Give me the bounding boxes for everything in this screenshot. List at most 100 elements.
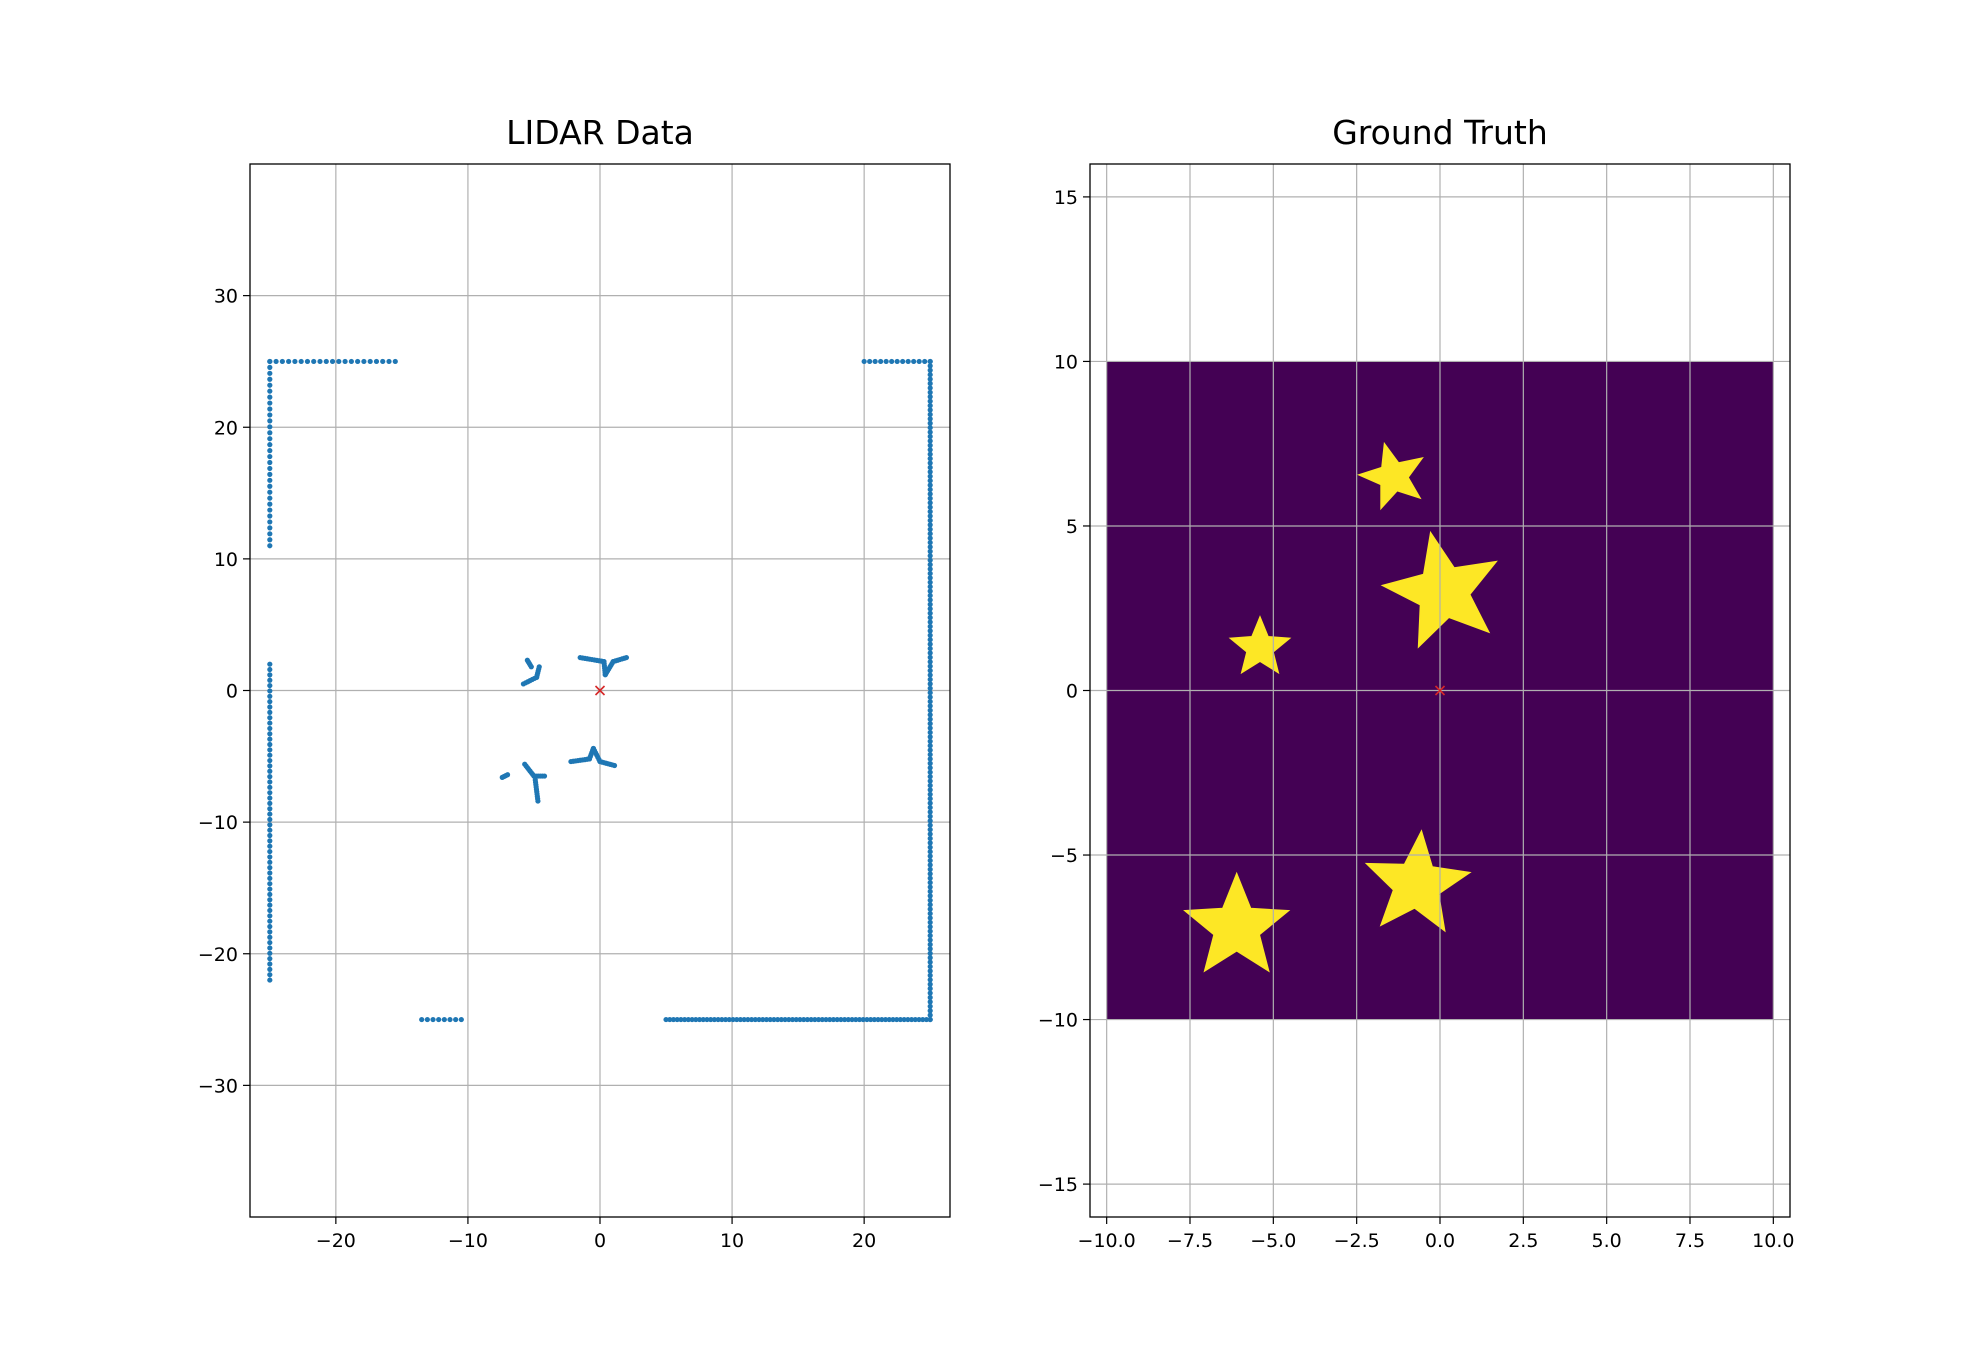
lidar-point <box>819 1016 825 1023</box>
lidar-point <box>708 1016 714 1023</box>
lidar-point <box>267 672 273 678</box>
lidar-point <box>927 606 933 612</box>
lidar-point <box>927 509 933 515</box>
lidar-point <box>267 950 273 956</box>
lidar-point <box>927 871 933 877</box>
y-tick-label: −15 <box>1038 1174 1078 1196</box>
lidar-point <box>267 827 273 833</box>
lidar-point <box>267 736 273 742</box>
lidar-point <box>267 448 273 454</box>
lidar-point <box>927 884 933 890</box>
lidar-point <box>927 619 933 625</box>
lidar-point <box>927 420 933 426</box>
lidar-point <box>927 751 933 758</box>
lidar-point <box>927 358 933 365</box>
lidar-point <box>267 388 273 394</box>
lidar-point <box>373 358 380 365</box>
lidar-point <box>927 522 933 528</box>
y-tick-label: −10 <box>1038 1010 1078 1032</box>
lidar-point <box>927 796 933 802</box>
lidar-point <box>267 412 273 418</box>
lidar-point <box>927 676 933 683</box>
lidar-point <box>267 881 273 887</box>
lidar-point <box>927 601 933 607</box>
lidar-point <box>927 610 933 616</box>
lidar-point <box>864 1016 870 1023</box>
lidar-point <box>845 1016 851 1023</box>
lidar-point <box>927 955 933 961</box>
lidar-point <box>927 363 933 369</box>
lidar-point <box>670 1016 677 1023</box>
lidar-point <box>267 731 273 737</box>
star-obstacle <box>1183 871 1291 973</box>
lidar-point <box>927 950 933 956</box>
lidar-point <box>392 358 398 365</box>
chart-title: LIDAR Data <box>506 113 694 152</box>
lidar-point <box>458 1016 464 1023</box>
lidar-point <box>927 941 933 948</box>
axis-ticks: −20 −10 0 10 20 −30 −20 −10 0 10 20 30 <box>198 286 876 1252</box>
lidar-point <box>912 1016 918 1023</box>
origin-marker <box>1434 685 1446 696</box>
lidar-point <box>927 866 933 872</box>
lidar-point <box>927 562 933 568</box>
lidar-point <box>267 382 273 388</box>
lidar-point <box>927 557 933 563</box>
lidar-point <box>927 460 933 466</box>
lidar-point <box>927 566 933 572</box>
lidar-point <box>927 1012 933 1018</box>
lidar-point <box>927 703 933 709</box>
lidar-point <box>927 818 933 824</box>
lidar-point <box>927 712 933 718</box>
lidar-point <box>922 358 928 365</box>
lidar-point <box>267 741 273 748</box>
x-tick-label: −10 <box>448 1230 488 1252</box>
y-tick-label: 0 <box>1066 681 1078 703</box>
lidar-point <box>927 968 933 974</box>
y-tick-label: −20 <box>198 944 238 966</box>
lidar-point <box>715 1016 721 1023</box>
lidar-point <box>927 579 933 585</box>
lidar-point <box>267 859 273 865</box>
lidar-point <box>927 721 933 727</box>
lidar-point <box>430 1016 436 1023</box>
lidar-point <box>267 865 273 871</box>
lidar-point <box>823 1016 829 1023</box>
x-tick-label: 2.5 <box>1508 1230 1538 1252</box>
lidar-point <box>927 875 933 881</box>
lidar-point <box>267 774 273 780</box>
lidar-point <box>267 832 273 839</box>
lidar-point <box>927 774 933 780</box>
lidar-point <box>927 924 933 930</box>
lidar-point <box>267 886 273 892</box>
lidar-point <box>927 990 933 996</box>
axis-ticks: −10.0 −7.5 −5.0 −2.5 0.0 2.5 5.0 7.5 10.0 −15 −10 −… <box>1038 187 1795 1252</box>
lidar-point <box>927 659 933 665</box>
lidar-point <box>767 1016 773 1023</box>
lidar-point <box>871 1016 877 1023</box>
origin-marker <box>594 685 606 696</box>
y-tick-label: 15 <box>1054 187 1078 209</box>
lidar-point <box>867 358 873 365</box>
x-tick-label: 5.0 <box>1592 1230 1622 1252</box>
lidar-point <box>927 517 933 524</box>
lidar-point <box>267 939 273 946</box>
lidar-point <box>927 769 933 775</box>
lidar-point <box>286 358 292 365</box>
axes-frame <box>249 163 951 1218</box>
lidar-point <box>927 857 933 864</box>
y-tick-label: 0 <box>226 681 238 703</box>
lidar-point <box>267 961 273 967</box>
lidar-point <box>927 650 933 656</box>
lidar-point <box>267 370 273 376</box>
lidar-point <box>267 838 273 844</box>
lidar-point <box>878 358 884 365</box>
lidar-point <box>927 747 933 753</box>
lidar-point <box>916 358 922 365</box>
lidar-point <box>267 875 273 881</box>
lidar-point <box>323 358 329 365</box>
lidar-point <box>267 956 273 962</box>
lidar-point <box>267 757 273 764</box>
lidar-point <box>927 575 933 581</box>
ground-truth-chart: Ground Truth −10.0 −7.5 −5.0 −2.5 0.0 2.5 5.0 7.… <box>1038 113 1795 1252</box>
